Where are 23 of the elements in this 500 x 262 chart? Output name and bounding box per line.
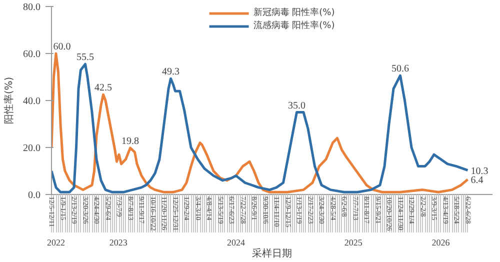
data-label: 60.0 [53,42,71,52]
annotation: 2026 [432,238,450,248]
y-tick-label: 40.0 [23,96,40,107]
data-label: 19.8 [122,136,139,147]
y-tick-label: 20.0 [23,143,40,154]
data-label: 50.6 [392,64,409,75]
annotation: 2024 [227,238,246,248]
data-label: 6.4 [470,174,484,186]
data-label: 35.0 [288,100,306,112]
data-label: 55.5 [76,52,94,64]
legend-label: 流感病毒 阳性率(%) [253,20,335,32]
data-label: 49.3 [162,66,180,78]
legend-label: 新冠病毒 阳性率(%) [253,6,335,19]
annotation: 2023 [109,238,128,248]
data-label: 42.5 [94,82,112,94]
annotation: 2025 [344,238,363,248]
y-tick-label: 80.0 [23,2,40,13]
annotation: 2022 [47,238,65,248]
y-tick-label: 60.0 [23,49,40,60]
x-axis-title: 采样日期 [252,248,292,260]
y-axis-title: 阳性率(%) [3,76,15,124]
y-tick-label: 0.0 [28,190,40,201]
data-label: 10.3 [470,166,488,177]
